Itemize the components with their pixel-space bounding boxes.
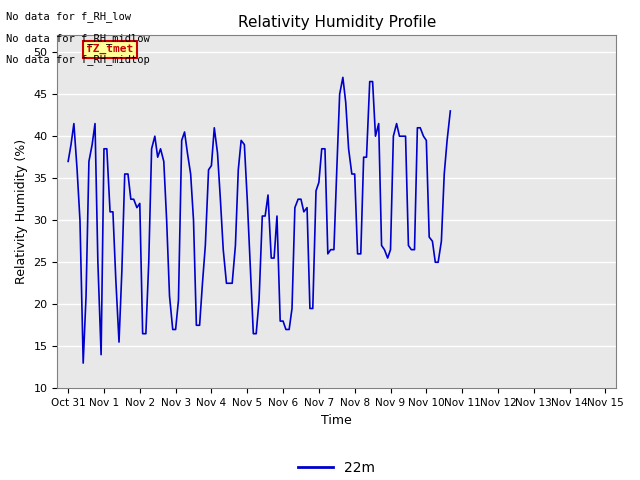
- Text: fZ_tmet: fZ_tmet: [86, 44, 133, 54]
- Text: No data for f_RH_midtop: No data for f_RH_midtop: [6, 54, 150, 65]
- Legend: 22m: 22m: [293, 455, 381, 480]
- Text: No data for f_RH_midlow: No data for f_RH_midlow: [6, 33, 150, 44]
- Text: No data for f_RH_low: No data for f_RH_low: [6, 11, 131, 22]
- Title: Relativity Humidity Profile: Relativity Humidity Profile: [237, 15, 436, 30]
- X-axis label: Time: Time: [321, 414, 352, 427]
- Y-axis label: Relativity Humidity (%): Relativity Humidity (%): [15, 139, 28, 284]
